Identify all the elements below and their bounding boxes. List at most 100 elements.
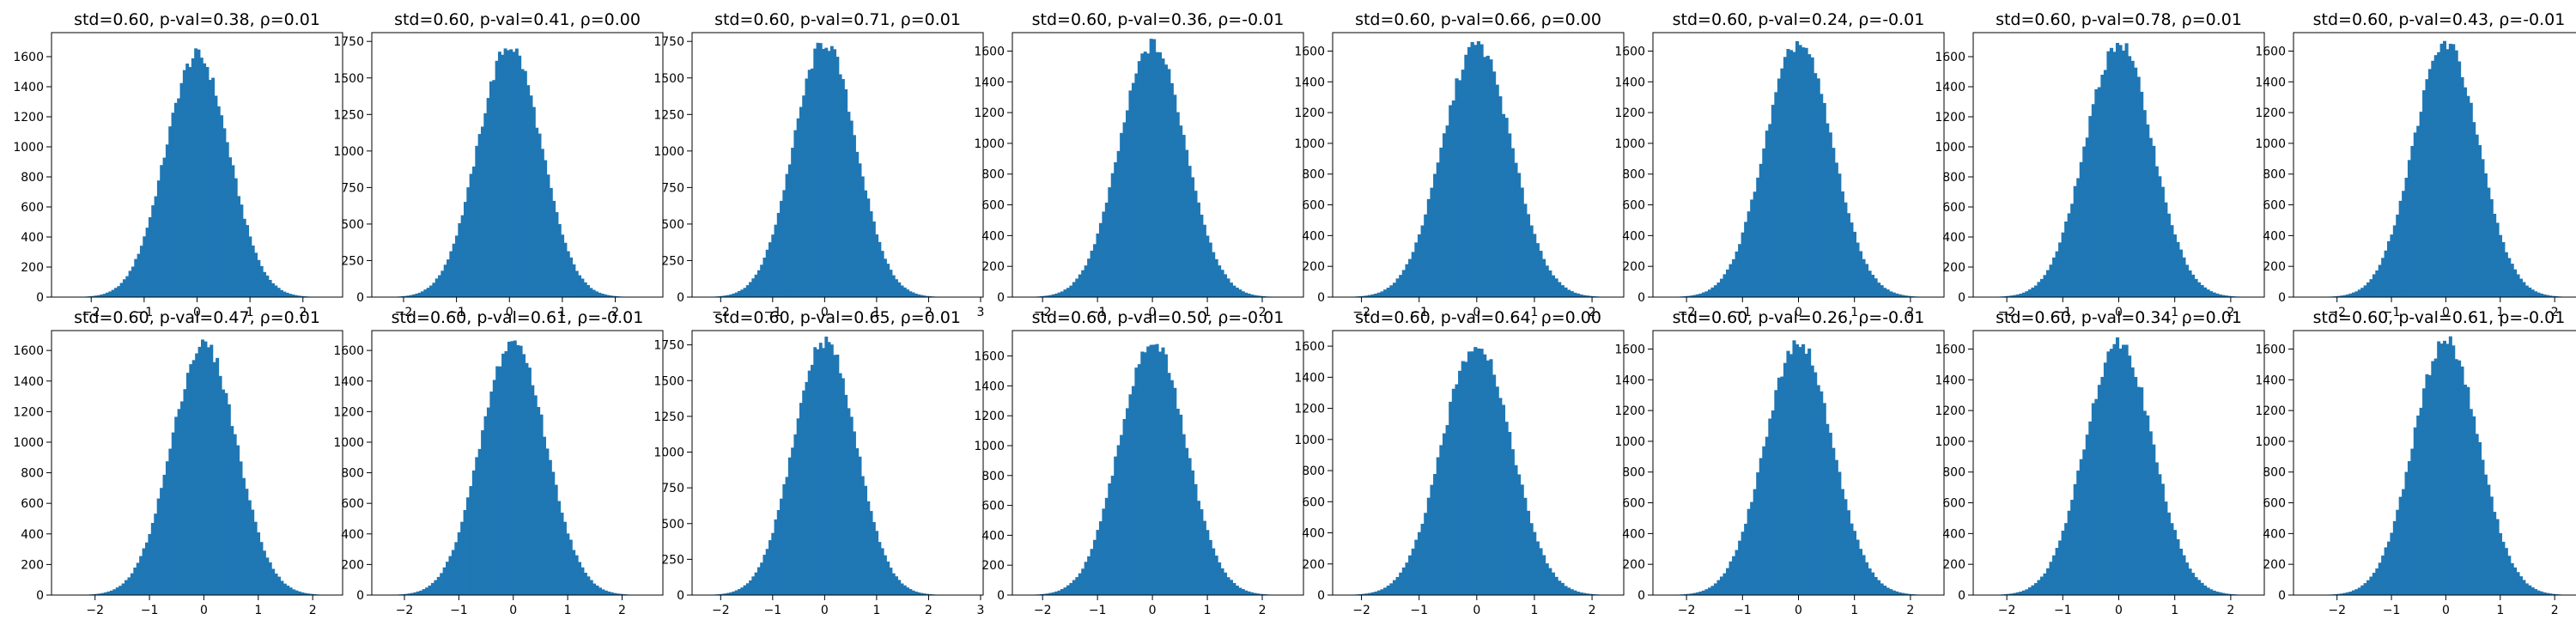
histogram-bar	[1426, 497, 1431, 595]
histogram-bar	[557, 223, 562, 297]
x-tick-label: 0	[821, 604, 829, 617]
x-tick-label: 2	[1259, 604, 1267, 617]
histogram-bar	[1104, 203, 1109, 297]
histogram-bar	[475, 145, 479, 297]
histogram-bar	[2079, 161, 2083, 297]
histogram-bar	[785, 173, 789, 297]
histogram-bar	[492, 80, 496, 298]
histogram-bar	[1479, 349, 1484, 595]
histogram-bar	[263, 271, 266, 297]
histogram-bar	[2513, 269, 2518, 297]
y-tick-label: 800	[21, 171, 44, 185]
histogram-bar	[827, 51, 831, 297]
x-tick-label: 0	[2442, 604, 2450, 617]
histogram-bar	[2206, 289, 2210, 297]
histogram-bar	[2425, 79, 2429, 297]
x-tick-label: −2	[2328, 604, 2346, 617]
histogram-bar	[2413, 427, 2417, 595]
histogram-bar	[2386, 240, 2391, 297]
histogram-bar	[1501, 404, 1506, 595]
y-tick-label: 600	[21, 497, 44, 511]
histogram-bar	[1072, 282, 1076, 297]
histogram-bar	[1370, 294, 1375, 297]
histogram-bar	[1361, 593, 1365, 595]
histogram-bar	[2190, 573, 2196, 595]
histogram-bar	[2396, 214, 2400, 297]
histogram-bar	[1220, 568, 1224, 595]
histogram-bar	[180, 401, 185, 595]
histogram-bar	[2549, 593, 2553, 595]
histogram-bar	[1214, 556, 1218, 595]
histogram-bar	[1576, 293, 1581, 297]
histogram-bar	[1892, 590, 1896, 595]
histogram-bar	[886, 561, 890, 595]
histogram-bar	[440, 270, 445, 297]
axes-frame	[51, 330, 343, 596]
histogram-bar	[2348, 591, 2353, 595]
y-tick-label: 400	[1622, 527, 1645, 541]
histogram-bar	[206, 347, 210, 595]
histogram-bars	[380, 48, 639, 298]
histogram-bar	[760, 264, 764, 297]
y-tick-label: 1600	[1614, 343, 1645, 356]
histogram-bar	[880, 548, 884, 595]
histogram-bar	[1042, 295, 1047, 297]
histogram-bar	[1120, 434, 1124, 595]
histogram-bar	[2522, 282, 2526, 297]
histogram-bar	[622, 593, 626, 595]
histogram-bar	[1455, 78, 1459, 298]
histogram-bar	[1116, 445, 1121, 595]
histogram-bar	[1753, 191, 1757, 297]
histogram-bar	[1087, 556, 1091, 595]
histogram-bar	[822, 48, 825, 297]
y-tick-label: 800	[1622, 168, 1645, 182]
histogram-bar	[1389, 583, 1394, 595]
histogram-bar	[1376, 590, 1382, 595]
histogram-bar	[1232, 285, 1236, 297]
histogram-bar	[119, 283, 124, 297]
histogram-bars	[1336, 40, 1618, 298]
histogram-bar	[466, 187, 471, 297]
histogram-bar	[2203, 287, 2208, 297]
histogram-bar	[483, 416, 488, 595]
x-tick-label: 0	[509, 604, 517, 617]
x-tick-label: 2	[1906, 604, 1914, 617]
histogram-bar	[1539, 251, 1543, 297]
histogram-bar	[2046, 568, 2050, 595]
histogram-bar	[2124, 43, 2129, 297]
y-tick-label: 400	[21, 231, 44, 245]
histogram-bar	[2472, 122, 2476, 297]
histogram-bar	[2516, 274, 2520, 297]
x-tick-label: −1	[2383, 306, 2401, 319]
histogram-bar	[1716, 283, 1721, 297]
histogram-bar	[1253, 295, 1257, 297]
histogram-bar	[466, 497, 471, 595]
histogram-panel-8: −2 −1 0 1 2 0 200 400 600 800 1000 1200 1400 1600 std=…	[2255, 10, 2576, 319]
histogram-bar	[895, 576, 898, 595]
histogram-bar	[1098, 222, 1103, 297]
histogram-bar	[291, 294, 295, 297]
histogram-bar	[1078, 274, 1082, 297]
histogram-bar	[1516, 173, 1522, 297]
x-tick-label: −1	[1089, 306, 1107, 319]
histogram-bar	[1131, 386, 1135, 595]
histogram-bar	[1250, 294, 1255, 297]
histogram-bar	[1844, 499, 1848, 595]
x-tick-label: 2	[2227, 306, 2234, 319]
histogram-bar	[2013, 295, 2017, 297]
x-tick-label: −1	[764, 604, 782, 617]
y-tick-label: 400	[2263, 229, 2286, 243]
histogram-bars	[2313, 336, 2576, 595]
histogram-bar	[2549, 295, 2553, 297]
histogram-bar	[592, 289, 596, 297]
histogram-bar	[171, 432, 175, 595]
histogram-bar	[486, 407, 490, 595]
histogram-bar	[2334, 593, 2338, 595]
histogram-bar	[2073, 185, 2077, 297]
histogram-bar	[563, 242, 568, 297]
histogram-bar	[1194, 483, 1198, 595]
y-tick-label: 200	[341, 558, 364, 572]
histogram-bar	[1579, 294, 1583, 297]
histogram-bar	[1090, 549, 1094, 595]
histogram-bar	[2134, 67, 2138, 298]
